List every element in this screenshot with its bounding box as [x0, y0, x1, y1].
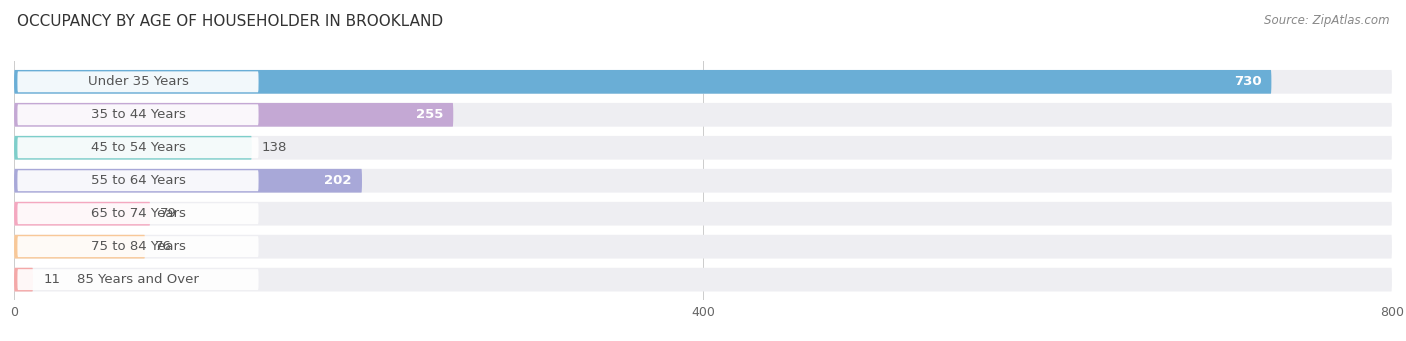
Text: Under 35 Years: Under 35 Years — [87, 75, 188, 88]
FancyBboxPatch shape — [14, 169, 361, 193]
FancyBboxPatch shape — [14, 169, 1392, 193]
FancyBboxPatch shape — [14, 202, 1392, 225]
Text: 730: 730 — [1233, 75, 1261, 88]
FancyBboxPatch shape — [17, 269, 259, 290]
Text: 35 to 44 Years: 35 to 44 Years — [90, 108, 186, 121]
Text: 65 to 74 Years: 65 to 74 Years — [90, 207, 186, 220]
FancyBboxPatch shape — [14, 235, 1392, 258]
FancyBboxPatch shape — [14, 136, 1392, 160]
FancyBboxPatch shape — [17, 170, 259, 191]
Text: Source: ZipAtlas.com: Source: ZipAtlas.com — [1264, 14, 1389, 27]
FancyBboxPatch shape — [17, 236, 259, 257]
Text: 138: 138 — [262, 141, 287, 154]
FancyBboxPatch shape — [14, 103, 453, 127]
FancyBboxPatch shape — [17, 203, 259, 224]
Text: 76: 76 — [155, 240, 172, 253]
Text: 85 Years and Over: 85 Years and Over — [77, 273, 198, 286]
Text: OCCUPANCY BY AGE OF HOUSEHOLDER IN BROOKLAND: OCCUPANCY BY AGE OF HOUSEHOLDER IN BROOK… — [17, 14, 443, 29]
Text: 55 to 64 Years: 55 to 64 Years — [90, 174, 186, 187]
FancyBboxPatch shape — [17, 71, 259, 92]
FancyBboxPatch shape — [14, 103, 1392, 127]
FancyBboxPatch shape — [14, 235, 145, 258]
Text: 79: 79 — [160, 207, 177, 220]
FancyBboxPatch shape — [14, 70, 1271, 94]
Text: 202: 202 — [325, 174, 352, 187]
FancyBboxPatch shape — [17, 104, 259, 125]
FancyBboxPatch shape — [14, 268, 1392, 292]
FancyBboxPatch shape — [14, 202, 150, 225]
FancyBboxPatch shape — [17, 137, 259, 158]
Text: 45 to 54 Years: 45 to 54 Years — [90, 141, 186, 154]
Text: 11: 11 — [44, 273, 60, 286]
Text: 255: 255 — [416, 108, 443, 121]
FancyBboxPatch shape — [14, 268, 32, 292]
FancyBboxPatch shape — [14, 136, 252, 160]
Text: 75 to 84 Years: 75 to 84 Years — [90, 240, 186, 253]
FancyBboxPatch shape — [14, 70, 1392, 94]
